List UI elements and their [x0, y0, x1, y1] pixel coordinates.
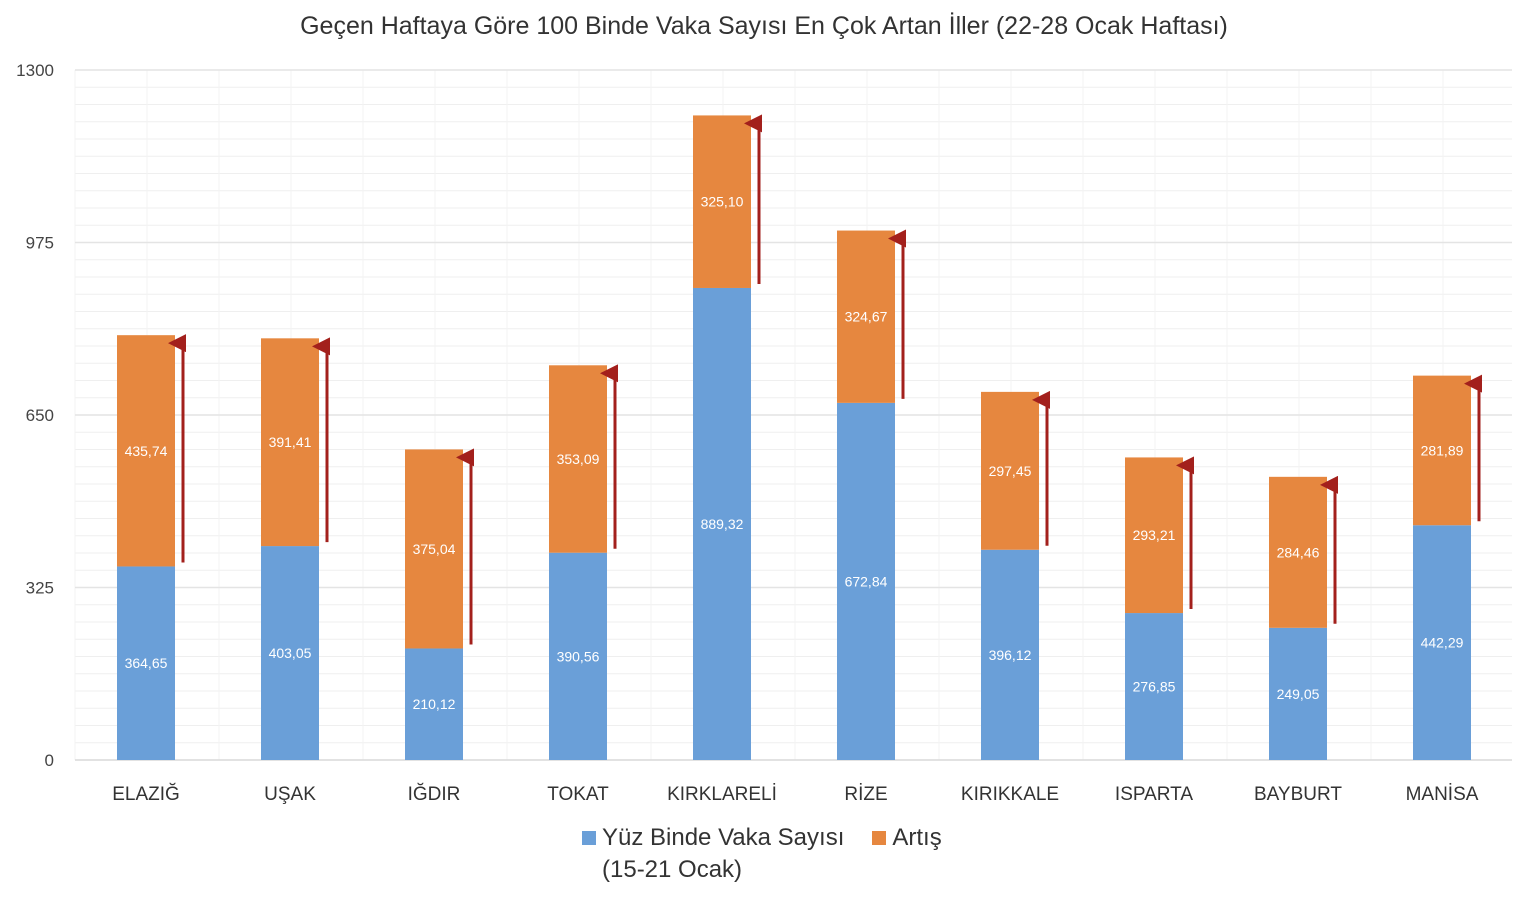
legend-label-base-line1: Yüz Binde Vaka Sayısı — [602, 824, 845, 851]
data-label-base: 276,85 — [1133, 679, 1176, 695]
data-label-base: 403,05 — [269, 645, 312, 661]
bar-base — [405, 648, 463, 760]
bar-base — [1413, 525, 1471, 760]
y-tick-label: 1300 — [16, 61, 54, 80]
data-label-increase: 325,10 — [701, 194, 744, 210]
bar-increase — [981, 391, 1039, 550]
x-tick-label: KIRKLARELİ — [667, 784, 777, 805]
data-label-base: 364,65 — [125, 655, 168, 671]
bar-group: 364,65 435,74 ELAZIĞ — [112, 334, 186, 805]
bar-increase — [117, 335, 175, 567]
y-tick-label: 975 — [26, 234, 54, 253]
chart-title: Geçen Haftaya Göre 100 Binde Vaka Sayısı… — [300, 12, 1228, 40]
bar-base — [837, 402, 895, 760]
y-tick-label: 0 — [45, 751, 54, 770]
data-label-base: 672,84 — [845, 573, 888, 589]
bar-increase — [1413, 375, 1471, 526]
bar-base — [1269, 627, 1327, 760]
data-label-increase: 293,21 — [1133, 527, 1176, 543]
x-tick-label: KIRIKKALE — [961, 784, 1059, 805]
bar-group: 396,12 297,45 KIRIKKALE — [961, 390, 1059, 805]
data-label-increase: 297,45 — [989, 463, 1032, 479]
data-label-base: 390,56 — [557, 648, 600, 664]
bar-group: 889,32 325,10 KIRKLARELİ — [667, 114, 777, 805]
data-label-increase: 281,89 — [1421, 442, 1464, 458]
data-label-increase: 324,67 — [845, 309, 888, 325]
data-label-base: 396,12 — [989, 647, 1032, 663]
data-label-base: 889,32 — [701, 516, 744, 532]
bar-base — [261, 546, 319, 760]
bar-base — [981, 549, 1039, 760]
x-tick-label: IĞDIR — [408, 783, 461, 805]
legend-swatch-blue — [582, 831, 596, 845]
x-tick-label: ELAZIĞ — [112, 783, 180, 805]
bar-group: 390,56 353,09 TOKAT — [547, 364, 618, 805]
x-tick-label: RİZE — [844, 784, 887, 805]
bar-base — [1125, 613, 1183, 760]
bar-group: 276,85 293,21 ISPARTA — [1115, 456, 1194, 805]
bar-base — [693, 287, 751, 760]
y-tick-label: 325 — [26, 579, 54, 598]
data-label-base: 442,29 — [1421, 635, 1464, 651]
bar-increase — [549, 365, 607, 553]
bar-increase — [693, 115, 751, 288]
data-label-increase: 435,74 — [125, 443, 168, 459]
bar-increase — [405, 449, 463, 649]
x-tick-label: ISPARTA — [1115, 784, 1193, 805]
legend-item-increase: Artış — [872, 824, 942, 884]
bar-group: 210,12 375,04 IĞDIR — [405, 448, 474, 805]
legend: Yüz Binde Vaka Sayısı (15-21 Ocak) Artış — [582, 824, 942, 884]
bar-increase — [837, 230, 895, 403]
bar-increase — [1269, 476, 1327, 628]
data-label-base: 210,12 — [413, 696, 456, 712]
bar-group: 672,84 324,67 RİZE — [837, 229, 906, 805]
data-label-increase: 284,46 — [1277, 544, 1320, 560]
x-tick-label: UŞAK — [264, 784, 316, 805]
data-label-increase: 353,09 — [557, 451, 600, 467]
legend-item-base: Yüz Binde Vaka Sayısı (15-21 Ocak) — [582, 824, 844, 884]
bar-group: 249,05 284,46 BAYBURT — [1254, 475, 1342, 805]
legend-label-increase: Artış — [892, 824, 942, 851]
x-tick-label: BAYBURT — [1254, 784, 1342, 805]
bar-increase — [261, 338, 319, 547]
y-tick-label: 650 — [26, 406, 54, 425]
data-label-increase: 375,04 — [413, 541, 456, 557]
legend-swatch-orange — [872, 831, 887, 845]
bar-increase — [1125, 457, 1183, 614]
bar-base — [117, 566, 175, 760]
data-label-increase: 391,41 — [269, 434, 312, 450]
bar-group: 403,05 391,41 UŞAK — [261, 337, 330, 805]
bar-base — [549, 552, 607, 760]
legend-label-base-line2: (15-21 Ocak) — [602, 856, 743, 883]
data-label-base: 249,05 — [1277, 686, 1320, 702]
x-tick-label: MANİSA — [1406, 784, 1479, 805]
bar-group: 442,29 281,89 MANİSA — [1406, 374, 1482, 805]
x-tick-label: TOKAT — [547, 784, 609, 805]
